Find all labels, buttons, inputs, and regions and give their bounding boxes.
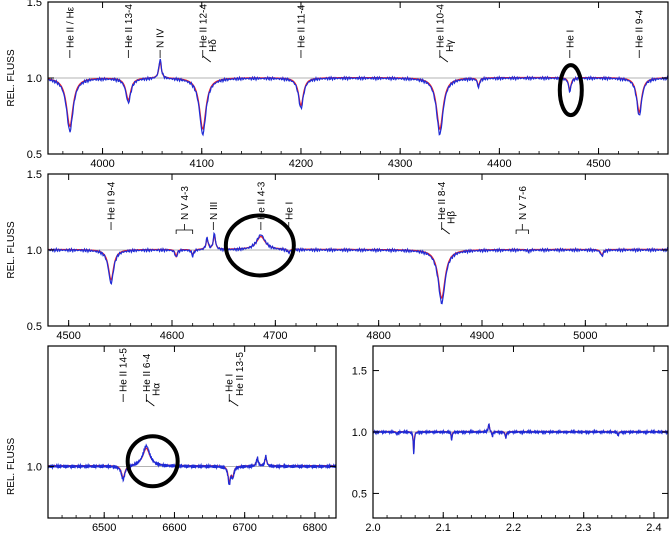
y-axis-label: REL. FLUSS xyxy=(6,437,17,495)
model-spectrum-line xyxy=(47,235,668,299)
model-spectrum-line xyxy=(373,423,668,452)
chart-panel-2: 4500 4600 4700 4800 4900 5000 0.5 1.0 1.5 REL. FL… xyxy=(6,169,669,342)
y-tick-label: 1.0 xyxy=(27,245,42,257)
observed-spectrum-line xyxy=(47,443,337,486)
y-tick-label: 1.0 xyxy=(27,73,42,85)
observed-spectrum-line xyxy=(47,231,669,305)
leader-mark xyxy=(229,399,239,407)
x-tick-label: 4800 xyxy=(366,330,390,342)
line-name: Hδ xyxy=(208,39,219,52)
line-id-label: He II 9-4 xyxy=(635,9,646,58)
line-name: N IV xyxy=(156,28,167,48)
highlight-ellipse xyxy=(557,63,584,118)
y-axis-label: REL. FLUSS xyxy=(6,49,17,107)
bracket-mark xyxy=(175,229,194,234)
line-name: N V 4-3 xyxy=(180,186,191,220)
x-tick-label: 4400 xyxy=(487,158,511,170)
line-name: He II 8-4 xyxy=(437,181,448,220)
line-id-label: N V 7-6 xyxy=(515,186,529,234)
line-name: N III xyxy=(209,202,220,220)
line-id-label: He II / Hε xyxy=(65,6,76,58)
x-tick-label: 6500 xyxy=(92,522,116,534)
line-id-label: He II 13-4 xyxy=(124,4,135,58)
x-tick-label: 4600 xyxy=(160,330,184,342)
bracket-mark xyxy=(515,229,529,234)
line-name: He II 14-5 xyxy=(119,348,130,392)
chart-panel-1: 4000 4100 4200 4300 4400 4500 0.5 1.0 1.5 REL. FL… xyxy=(6,0,669,170)
line-name: He II 6-4 xyxy=(142,353,153,392)
line-id-label: He II 10-4Hγ xyxy=(435,4,456,63)
line-name: He II 13-4 xyxy=(124,4,135,48)
y-tick-label: 0.5 xyxy=(27,149,42,161)
x-tick-label: 4300 xyxy=(388,158,412,170)
x-tick-label: 4200 xyxy=(289,158,313,170)
line-name: He II / Hε xyxy=(65,6,76,48)
model-spectrum-line xyxy=(47,59,669,131)
chart-panel-4: 2.02.12.22.32.40.51.01.5λ / μ xyxy=(352,345,669,534)
x-tick-label: 4500 xyxy=(56,330,80,342)
line-name: He II 9-4 xyxy=(107,181,118,220)
x-tick-label: 4900 xyxy=(470,330,494,342)
y-axis-label: REL. FLUSS xyxy=(6,221,17,279)
leader-mark xyxy=(441,227,450,235)
line-id-label: He II 4-3 xyxy=(256,181,267,230)
y-tick-label: 0.5 xyxy=(352,488,367,500)
line-name: He I xyxy=(284,202,295,220)
line-id-label: He I He II 13-5 xyxy=(225,352,246,407)
line-id-label: He I xyxy=(565,30,576,58)
highlight-ellipse xyxy=(223,213,296,278)
line-name: He II 9-4 xyxy=(635,9,646,48)
y-tick-label: 1.5 xyxy=(27,0,42,9)
line-id-label: He II 14-5 xyxy=(119,348,130,402)
line-name: He II 11-4 xyxy=(296,4,307,48)
x-tick-label: 4100 xyxy=(190,158,214,170)
x-tick-label: 4500 xyxy=(586,158,610,170)
highlight-ellipse xyxy=(125,434,180,489)
y-tick-label: 1.5 xyxy=(352,366,367,378)
x-tick-label: 2.2 xyxy=(506,522,521,534)
line-name: Hγ xyxy=(445,40,456,52)
y-tick-label: 1.0 xyxy=(27,461,42,473)
line-id-label: N III xyxy=(209,202,220,230)
x-tick-label: 6800 xyxy=(303,522,327,534)
x-tick-label: 6600 xyxy=(162,522,186,534)
x-tick-label: 2.4 xyxy=(646,522,661,534)
leader-mark xyxy=(146,399,155,407)
x-tick-label: 2.3 xyxy=(576,522,591,534)
leader-mark xyxy=(202,55,211,63)
x-tick-label: 6700 xyxy=(232,522,256,534)
line-name: He I xyxy=(225,374,236,392)
observed-spectrum-line xyxy=(47,58,669,137)
line-id-label: He II 9-4 xyxy=(107,181,118,230)
observed-spectrum-line xyxy=(372,422,669,455)
line-id-label: He II 12-4Hδ xyxy=(198,4,219,63)
line-name: He I xyxy=(565,30,576,48)
x-tick-label: 4000 xyxy=(90,158,114,170)
x-tick-label: 2.0 xyxy=(365,522,380,534)
leader-mark xyxy=(439,55,449,63)
line-id-label: He II 6-4Hα xyxy=(142,353,162,407)
y-tick-label: 1.5 xyxy=(27,169,42,181)
line-id-label: N IV xyxy=(156,28,167,58)
line-name: N V 7-6 xyxy=(518,186,529,220)
plot-frame xyxy=(47,345,337,519)
line-name: He II 13-5 xyxy=(235,352,246,396)
line-name: Hα xyxy=(151,383,162,396)
line-name: Hβ xyxy=(447,211,458,224)
x-tick-label: 4700 xyxy=(263,330,287,342)
line-name: He II 10-4 xyxy=(435,4,446,48)
line-id-label: He II 8-4Hβ xyxy=(437,181,458,235)
line-name: He II 4-3 xyxy=(256,181,267,220)
x-tick-label: 2.1 xyxy=(436,522,451,534)
line-id-label: He II 11-4 xyxy=(296,4,307,58)
y-tick-label: 1.0 xyxy=(352,427,367,439)
line-name: He II 12-4 xyxy=(198,4,209,48)
y-tick-label: 0.5 xyxy=(27,321,42,333)
x-tick-label: 5000 xyxy=(573,330,597,342)
line-id-label: N V 4-3 xyxy=(175,186,194,234)
chart-panel-3: 6500 6600 6700 6800 1.0 REL. FLUSS He II 14-5 H… xyxy=(6,345,337,534)
